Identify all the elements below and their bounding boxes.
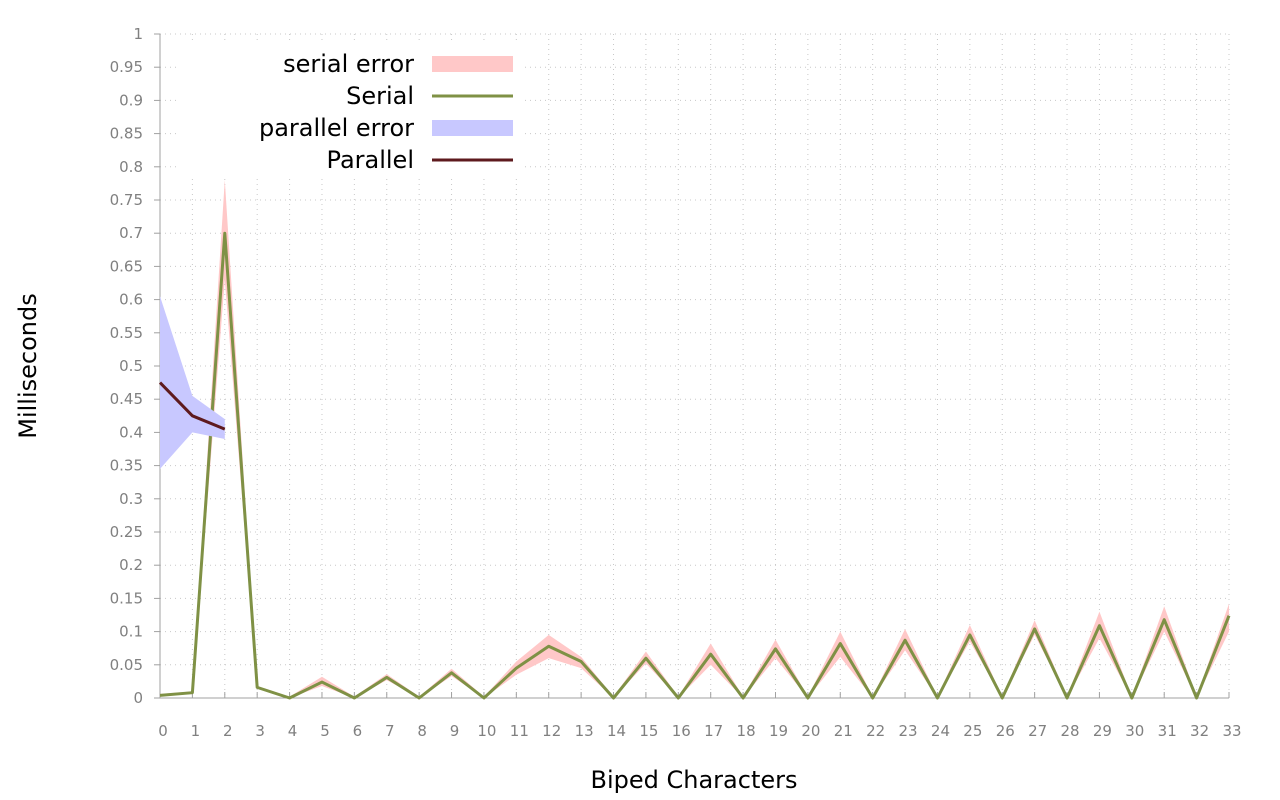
x-tick-label: 24: [931, 722, 950, 740]
y-tick-label: 0.3: [119, 490, 143, 508]
x-tick-label: 15: [639, 722, 658, 740]
x-tick-label: 11: [510, 722, 529, 740]
x-tick-label: 10: [477, 722, 496, 740]
y-tick-label: 0.05: [110, 656, 143, 674]
x-tick-label: 9: [450, 722, 460, 740]
y-tick-label: 0.75: [110, 191, 143, 209]
x-tick-label: 21: [834, 722, 853, 740]
legend-label-serial-error: serial error: [283, 50, 414, 78]
y-tick-label: 0.35: [110, 457, 143, 475]
x-tick-label: 13: [575, 722, 594, 740]
y-tick-label: 0.2: [119, 556, 143, 574]
x-tick-label: 33: [1222, 722, 1241, 740]
x-tick-label: 31: [1158, 722, 1177, 740]
y-tick-label: 0: [133, 689, 143, 707]
y-tick-label: 0.1: [119, 623, 143, 641]
x-tick-label: 19: [769, 722, 788, 740]
legend-label-parallel: Parallel: [327, 146, 414, 174]
y-axis-label: Milliseconds: [14, 293, 42, 438]
x-tick-label: 1: [191, 722, 201, 740]
y-tick-label: 0.65: [110, 257, 143, 275]
x-tick-label: 7: [385, 722, 395, 740]
legend-swatch-serial-error: [432, 56, 513, 72]
x-axis-label: Biped Characters: [591, 766, 798, 794]
y-tick-label: 0.55: [110, 324, 143, 342]
serial-line: [159, 231, 1231, 700]
y-tick-label: 0.9: [119, 91, 143, 109]
y-tick-label: 0.5: [119, 357, 143, 375]
y-tick-label: 0.25: [110, 523, 143, 541]
parallel-line: [158, 381, 226, 431]
y-tick-label: 0.45: [110, 390, 143, 408]
y-tick-label: 0.8: [119, 158, 143, 176]
x-tick-label: 2: [223, 722, 233, 740]
y-tick-label: 0.95: [110, 58, 143, 76]
x-tick-label: 29: [1093, 722, 1112, 740]
y-tick-label: 0.85: [110, 125, 143, 143]
x-tick-label: 26: [996, 722, 1015, 740]
legend: serial error Serial parallel error Parallel: [180, 42, 525, 177]
x-tick-label: 27: [1028, 722, 1047, 740]
legend-swatch-parallel-error: [432, 120, 513, 136]
y-tick-label: 0.15: [110, 589, 143, 607]
legend-label-serial: Serial: [346, 82, 414, 110]
x-tick-label: 4: [288, 722, 298, 740]
x-tick-label: 25: [963, 722, 982, 740]
x-tick-label: 12: [542, 722, 561, 740]
x-tick-label: 23: [899, 722, 918, 740]
x-tick-label: 20: [801, 722, 820, 740]
x-tick-label: 17: [704, 722, 723, 740]
x-tick-label: 16: [672, 722, 691, 740]
x-tick-label: 30: [1125, 722, 1144, 740]
x-tick-label: 3: [255, 722, 265, 740]
y-tick-label: 0.6: [119, 291, 143, 309]
tick-labels: 0 0.05 0.1 0.15 0.2 0.25 0.3 0.35 0.4 0.45 0.5 0.55…: [110, 25, 1242, 740]
legend-label-parallel-error: parallel error: [259, 114, 414, 142]
x-tick-label: 22: [866, 722, 885, 740]
x-tick-label: 18: [737, 722, 756, 740]
series: [158, 180, 1231, 700]
y-tick-label: 0.4: [119, 423, 143, 441]
x-tick-label: 0: [158, 722, 168, 740]
x-tick-label: 8: [417, 722, 427, 740]
parallel-error-band: [160, 296, 225, 469]
x-tick-label: 32: [1190, 722, 1209, 740]
y-tick-label: 0.7: [119, 224, 143, 242]
x-tick-label: 5: [320, 722, 330, 740]
x-tick-label: 6: [353, 722, 363, 740]
x-tick-label: 14: [607, 722, 626, 740]
serial-error-band: [160, 180, 1229, 698]
x-tick-label: 28: [1060, 722, 1079, 740]
y-tick-label: 1: [133, 25, 143, 43]
